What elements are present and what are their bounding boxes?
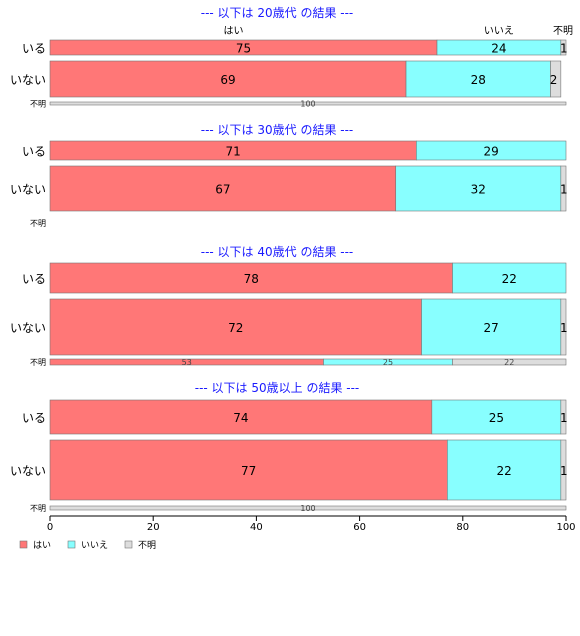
legend-swatch	[19, 540, 28, 549]
data-label: 67	[215, 183, 230, 197]
series-label: はい	[224, 25, 244, 37]
data-label: 1	[560, 411, 568, 425]
row-label: いない	[10, 73, 46, 87]
data-label: 25	[383, 358, 393, 367]
legend-item: いいえ	[67, 540, 108, 551]
row-label: いない	[10, 321, 46, 335]
data-label: 27	[484, 321, 499, 335]
data-label: 69	[220, 73, 235, 87]
data-label: 32	[471, 183, 486, 197]
row-label: 不明	[30, 219, 46, 228]
data-label: 25	[489, 411, 504, 425]
data-label: 24	[491, 42, 506, 56]
bar-segment	[550, 60, 562, 98]
bar-segment	[421, 298, 562, 356]
row-label: いない	[10, 183, 46, 197]
legend-label: はい	[33, 540, 51, 551]
series-label: 不明	[553, 25, 573, 37]
row-label: いる	[22, 145, 46, 159]
data-label: 22	[496, 464, 511, 478]
data-label: 2	[550, 73, 558, 87]
bar-segment	[405, 60, 551, 98]
x-tick-label: 60	[353, 522, 366, 533]
data-label: 72	[228, 321, 243, 335]
row-label: いない	[10, 464, 46, 478]
legend-label: いいえ	[81, 540, 108, 551]
series-label: いいえ	[484, 25, 514, 37]
data-label: 74	[233, 411, 248, 425]
bar-segment	[49, 439, 448, 501]
row-label: 不明	[30, 504, 46, 513]
row-label: いる	[22, 42, 46, 56]
data-label: 1	[560, 42, 568, 56]
data-label: 75	[236, 42, 251, 56]
x-tick-label: 0	[47, 522, 53, 533]
data-label: 100	[300, 504, 315, 513]
bar-segment	[560, 439, 567, 501]
bar-segment	[49, 298, 422, 356]
data-label: 22	[504, 358, 514, 367]
data-label: 71	[226, 145, 241, 159]
legend-swatch	[124, 540, 133, 549]
bar-segment	[49, 165, 397, 212]
data-label: 78	[244, 272, 259, 286]
row-label: いる	[22, 411, 46, 425]
x-tick-label: 20	[147, 522, 160, 533]
panel-1: --- 以下は 30歳代 の結果 --- いる 71 29 いない 67 32 1 不明	[10, 123, 568, 228]
bar-segment	[395, 165, 562, 212]
bar-segment	[49, 262, 453, 294]
data-label: 1	[560, 183, 568, 197]
x-tick-label: 100	[556, 522, 575, 533]
panel-2: --- 以下は 40歳代 の結果 --- いる 78 22 いない 72 27 1 不明 53 25…	[10, 245, 568, 367]
bar-segment	[452, 358, 567, 366]
data-label: 1	[560, 321, 568, 335]
row-label: 不明	[30, 358, 46, 367]
panel-title: --- 以下は 20歳代 の結果 ---	[201, 6, 354, 20]
data-label: 100	[300, 100, 315, 109]
legend-item: はい	[19, 540, 51, 551]
bar-segment	[431, 399, 562, 435]
panel-3: --- 以下は 50歳以上 の結果 --- いる 74 25 1 いない 77 22 1 不明 10…	[10, 381, 568, 513]
panel-title: --- 以下は 30歳代 の結果 ---	[201, 123, 354, 137]
bar-segment	[447, 439, 562, 501]
panel-0: --- 以下は 20歳代 の結果 --- いる 75 24 1 いない 69 28 2 不明 100…	[10, 6, 573, 109]
data-label: 1	[560, 464, 568, 478]
bar-segment	[452, 262, 567, 294]
bar-segment	[49, 399, 433, 435]
bar-segment	[49, 101, 567, 106]
data-label: 53	[182, 358, 192, 367]
row-label: 不明	[30, 100, 46, 109]
data-label: 22	[502, 272, 517, 286]
bar-segment	[416, 140, 567, 161]
bar-segment	[49, 505, 567, 511]
bar-segment	[560, 39, 567, 56]
x-tick-label: 80	[456, 522, 469, 533]
legend-swatch	[67, 540, 76, 549]
legend-label: 不明	[138, 540, 156, 551]
panel-title: --- 以下は 40歳代 の結果 ---	[201, 245, 354, 259]
data-label: 29	[484, 145, 499, 159]
x-tick-label: 40	[250, 522, 263, 533]
panel-title: --- 以下は 50歳以上 の結果 ---	[195, 381, 360, 395]
bar-segment	[560, 298, 567, 356]
data-label: 28	[471, 73, 486, 87]
row-label: いる	[22, 272, 46, 286]
data-label: 77	[241, 464, 256, 478]
legend-item: 不明	[124, 540, 156, 551]
bar-segment	[560, 399, 567, 435]
bar-segment	[560, 165, 567, 212]
